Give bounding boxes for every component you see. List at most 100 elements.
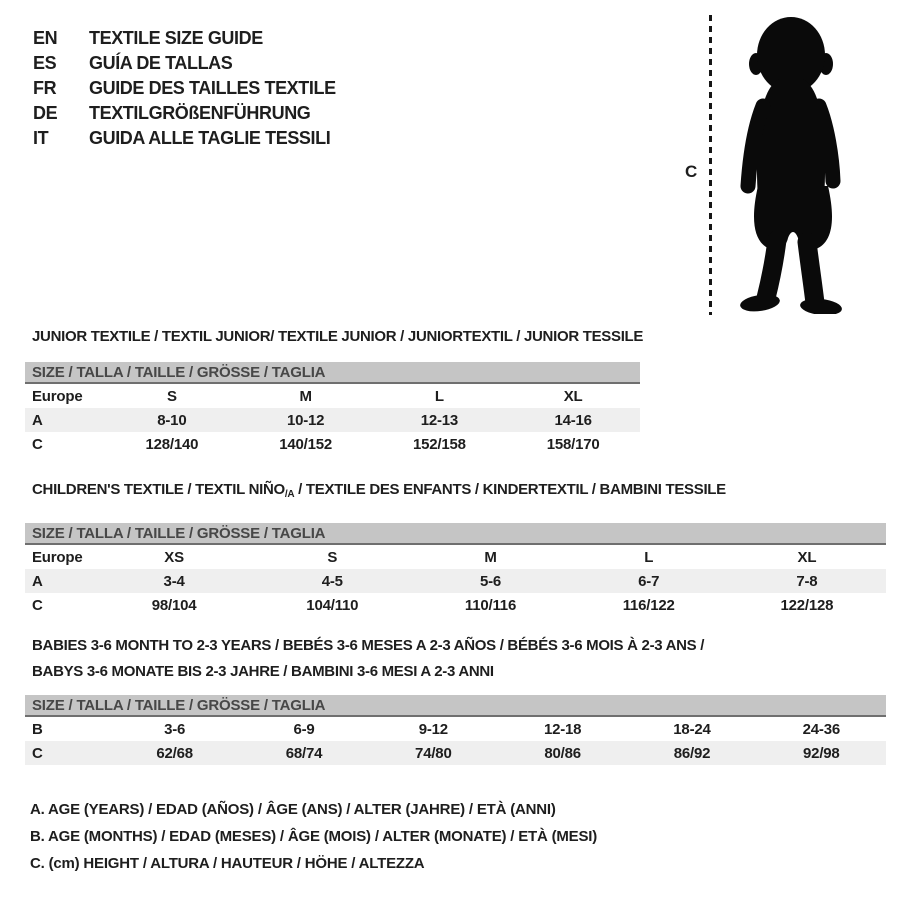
row-label: Europe <box>32 548 83 566</box>
language-code: FR <box>33 78 57 98</box>
size-value: 80/86 <box>544 744 581 762</box>
language-row: DE TEXTILGRÖßENFÜHRUNG <box>33 101 336 126</box>
size-value: 14-16 <box>554 411 592 429</box>
size-value: 74/80 <box>415 744 452 762</box>
size-value: 6-7 <box>638 572 660 590</box>
language-label: TEXTILE SIZE GUIDE <box>89 28 263 48</box>
table-header-bar: SIZE / TALLA / TAILLE / GRÖSSE / TAGLIA <box>25 523 886 545</box>
size-value: M <box>299 387 312 405</box>
section-heading-line: BABYS 3-6 MONATE BIS 2-3 JAHRE / BAMBINI… <box>32 659 886 685</box>
language-label: GUIDE DES TAILLES TEXTILE <box>89 78 336 98</box>
row-label: A <box>32 411 43 429</box>
size-value: 68/74 <box>285 744 323 762</box>
table-row: C 128/140 140/152 152/158 158/170 <box>25 432 640 456</box>
size-value: 8-10 <box>157 411 187 429</box>
row-label: C <box>32 435 43 453</box>
size-value: 10-12 <box>286 411 325 429</box>
size-value: 12-13 <box>420 411 459 429</box>
language-list: EN TEXTILE SIZE GUIDE ES GUÍA DE TALLAS FR GU… <box>33 26 336 151</box>
size-value: L <box>644 548 654 566</box>
size-section-babies: BABIES 3-6 MONTH TO 2-3 YEARS / BEBÉS 3-… <box>25 633 886 765</box>
table-row: A 3-4 4-5 5-6 6-7 7-8 <box>25 569 886 593</box>
height-measure-label: C <box>685 162 698 181</box>
section-heading-line: JUNIOR TEXTILE / TEXTIL JUNIOR/ TEXTILE … <box>32 324 644 350</box>
row-label: C <box>32 744 43 762</box>
size-value: 140/152 <box>279 435 333 453</box>
size-value: 98/104 <box>151 596 197 614</box>
row-label: A <box>32 572 43 590</box>
section-heading-line: BABIES 3-6 MONTH TO 2-3 YEARS / BEBÉS 3-… <box>32 633 886 659</box>
size-value: XS <box>164 548 184 566</box>
size-value: 24-36 <box>802 720 841 738</box>
size-value: 152/158 <box>412 435 466 453</box>
language-code: DE <box>33 103 58 123</box>
size-value: S <box>327 548 338 566</box>
table-row: Europe S M L XL <box>25 384 640 408</box>
size-value: 116/122 <box>622 596 675 614</box>
legend-line: A. AGE (YEARS) / EDAD (AÑOS) / ÂGE (ANS)… <box>30 801 556 818</box>
language-row: ES GUÍA DE TALLAS <box>33 51 336 76</box>
table-row: B 3-6 6-9 9-12 12-18 18-24 24-36 <box>25 717 886 741</box>
height-dotted-line <box>709 15 712 315</box>
table-row: A 8-10 10-12 12-13 14-16 <box>25 408 640 432</box>
size-value: 158/170 <box>546 435 600 453</box>
row-label: B <box>32 720 43 738</box>
language-code: ES <box>33 53 57 73</box>
size-value: 7-8 <box>796 572 818 590</box>
size-table: SIZE / TALLA / TAILLE / GRÖSSE / TAGLIA E… <box>25 362 640 456</box>
size-table: SIZE / TALLA / TAILLE / GRÖSSE / TAGLIA B… <box>25 695 886 765</box>
size-value: 110/116 <box>464 596 517 614</box>
size-value: 104/110 <box>306 596 359 614</box>
size-table: SIZE / TALLA / TAILLE / GRÖSSE / TAGLIA E… <box>25 523 886 617</box>
table-header-bar: SIZE / TALLA / TAILLE / GRÖSSE / TAGLIA <box>25 362 640 384</box>
language-label: TEXTILGRÖßENFÜHRUNG <box>89 103 311 123</box>
size-value: 128/140 <box>145 435 199 453</box>
size-value: 122/128 <box>780 596 834 614</box>
section-heading-text: BABIES 3-6 MONTH TO 2-3 YEARS / BEBÉS 3-… <box>32 637 705 654</box>
size-section-junior: JUNIOR TEXTILE / TEXTIL JUNIOR/ TEXTILE … <box>25 324 644 456</box>
legend-line: C. (cm) HEIGHT / ALTURA / HAUTEUR / HÖHE… <box>30 855 425 872</box>
section-heading-text: CHILDREN'S TEXTILE / TEXTIL NIÑO <box>32 481 285 498</box>
table-row: C 98/104 104/110 110/116 116/122 122/128 <box>25 593 886 617</box>
size-value: 12-18 <box>543 720 582 738</box>
table-row: C 62/68 68/74 74/80 80/86 86/92 92/98 <box>25 741 886 765</box>
size-value: S <box>166 387 177 405</box>
size-value: 92/98 <box>803 744 840 762</box>
section-heading-text: / TEXTILE DES ENFANTS / KINDERTEXTIL / B… <box>294 481 726 498</box>
language-row: IT GUIDA ALLE TAGLIE TESSILI <box>33 126 336 151</box>
height-figure: C <box>683 12 878 318</box>
size-section-children: CHILDREN'S TEXTILE / TEXTIL NIÑO/A / TEX… <box>25 477 886 617</box>
size-legend: A. AGE (YEARS) / EDAD (AÑOS) / ÂGE (ANS)… <box>30 796 597 877</box>
section-heading: JUNIOR TEXTILE / TEXTIL JUNIOR/ TEXTILE … <box>25 324 644 350</box>
size-value: L <box>434 387 444 405</box>
language-code: IT <box>33 128 49 148</box>
size-value: 9-12 <box>418 720 448 738</box>
table-row: Europe XS S M L XL <box>25 545 886 569</box>
table-header-bar: SIZE / TALLA / TAILLE / GRÖSSE / TAGLIA <box>25 695 886 717</box>
language-row: EN TEXTILE SIZE GUIDE <box>33 26 336 51</box>
language-code: EN <box>33 28 58 48</box>
size-value: 3-6 <box>164 720 186 738</box>
size-value: 18-24 <box>673 720 711 738</box>
section-heading-line: CHILDREN'S TEXTILE / TEXTIL NIÑO/A / TEX… <box>32 477 886 508</box>
toddler-silhouette-icon <box>740 17 842 314</box>
size-value: 5-6 <box>479 572 502 590</box>
size-value: XL <box>563 387 583 405</box>
size-value: M <box>484 548 497 566</box>
legend-line: B. AGE (MONTHS) / EDAD (MESES) / ÂGE (MO… <box>30 828 598 845</box>
section-heading-text: JUNIOR TEXTILE / TEXTIL JUNIOR/ TEXTILE … <box>32 328 644 345</box>
size-value: XL <box>797 548 817 566</box>
section-heading-text: /A <box>284 489 295 500</box>
size-value: 3-4 <box>163 572 185 590</box>
row-label: Europe <box>32 387 83 405</box>
language-label: GUIDA ALLE TAGLIE TESSILI <box>89 128 331 148</box>
size-value: 86/92 <box>673 744 711 762</box>
size-value: 4-5 <box>321 572 343 590</box>
section-heading: BABIES 3-6 MONTH TO 2-3 YEARS / BEBÉS 3-… <box>25 633 886 685</box>
section-heading-text: BABYS 3-6 MONATE BIS 2-3 JAHRE / BAMBINI… <box>32 663 494 680</box>
row-label: C <box>32 596 43 614</box>
language-label: GUÍA DE TALLAS <box>89 53 233 73</box>
size-value: 62/68 <box>156 744 193 762</box>
size-value: 6-9 <box>293 720 315 738</box>
